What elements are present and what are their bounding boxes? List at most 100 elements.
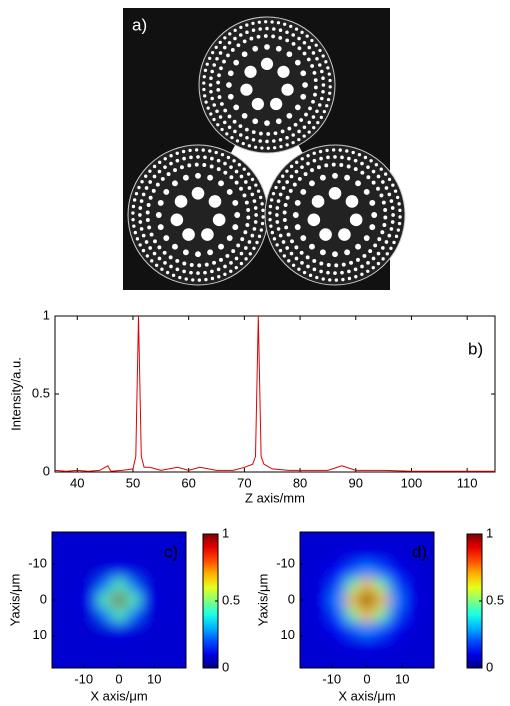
- hole: [211, 51, 214, 54]
- hole: [383, 216, 387, 220]
- hole: [286, 196, 290, 200]
- hole: [291, 33, 295, 37]
- hole: [231, 249, 235, 253]
- hole: [245, 128, 249, 132]
- hole: [306, 154, 309, 157]
- panel-label: b): [468, 339, 483, 358]
- heatmap-cell: [346, 621, 360, 635]
- hole: [201, 228, 214, 241]
- hole: [276, 118, 282, 124]
- hole: [161, 177, 165, 181]
- hole: [325, 149, 328, 152]
- hole: [215, 109, 219, 113]
- hole: [220, 102, 224, 106]
- heatmap-cell: [126, 593, 140, 607]
- hole: [222, 60, 226, 64]
- hole: [210, 165, 214, 169]
- hole: [314, 78, 318, 82]
- heatmap-cell: [318, 607, 332, 621]
- heatmap-cell: [332, 593, 346, 607]
- hole: [211, 277, 214, 280]
- heatmap-cell: [112, 636, 126, 650]
- hole: [362, 254, 366, 258]
- hole: [312, 259, 316, 263]
- hole: [308, 214, 321, 227]
- hole: [291, 133, 295, 137]
- hole: [339, 163, 343, 167]
- heatmap-clip: [32, 512, 206, 688]
- hole: [260, 228, 263, 231]
- heatmap-cell: [98, 579, 112, 593]
- hole: [150, 259, 153, 262]
- hole: [328, 79, 331, 82]
- hole: [147, 203, 151, 207]
- hole: [293, 212, 299, 218]
- hole: [327, 98, 330, 101]
- hole: [279, 193, 283, 197]
- hole: [373, 243, 377, 247]
- heatmap-cell: [168, 607, 182, 621]
- hole: [382, 223, 386, 227]
- heatmap-cell: [84, 579, 98, 593]
- hole: [310, 64, 314, 68]
- hole: [160, 268, 163, 271]
- heatmap-cell: [70, 564, 84, 578]
- hole: [290, 252, 294, 256]
- heatmap-cell: [56, 607, 70, 621]
- hole: [341, 278, 344, 281]
- heatmap-cell: [154, 564, 168, 578]
- hole: [243, 230, 247, 234]
- hole: [223, 265, 227, 269]
- hole: [233, 130, 237, 134]
- hole: [195, 148, 198, 151]
- hole: [315, 109, 319, 113]
- hole: [209, 195, 222, 208]
- hole: [339, 148, 342, 151]
- hole: [300, 189, 306, 195]
- heatmap-cell: [140, 564, 154, 578]
- hole: [358, 153, 361, 156]
- hole: [212, 103, 216, 107]
- hole: [277, 199, 281, 203]
- hole: [260, 146, 263, 149]
- hole: [234, 29, 237, 32]
- heatmap-cell: [416, 593, 430, 607]
- hole: [203, 75, 206, 78]
- heatmap-cell: [318, 579, 332, 593]
- hole: [276, 206, 280, 210]
- hole: [261, 215, 264, 218]
- hole: [310, 168, 314, 172]
- hole: [272, 192, 275, 195]
- heatmap-cell: [84, 564, 98, 578]
- hole: [318, 49, 321, 52]
- hole: [295, 224, 301, 230]
- hole: [315, 57, 319, 61]
- hole: [146, 211, 150, 215]
- hole: [344, 249, 350, 255]
- hole: [257, 35, 261, 39]
- hole: [207, 249, 213, 255]
- hole: [398, 215, 401, 218]
- hole: [383, 208, 387, 212]
- heatmap-cell: [332, 579, 346, 593]
- hole: [269, 225, 272, 228]
- heatmap-cell: [360, 607, 374, 621]
- heatmap-cell: [318, 550, 332, 564]
- heatmap-cell: [402, 593, 416, 607]
- heatmap-cell: [402, 621, 416, 635]
- heatmap-cell: [84, 621, 98, 635]
- colorbar-tick-label: 1: [222, 525, 229, 540]
- heatmap-cell: [140, 550, 154, 564]
- heatmap-cell: [332, 536, 346, 550]
- heatmap-cell: [374, 621, 388, 635]
- heatmap-cell: [304, 579, 318, 593]
- hole: [277, 66, 289, 78]
- hole: [320, 97, 324, 101]
- heatmap-cell: [84, 636, 98, 650]
- hole: [155, 264, 158, 267]
- heatmap-cell: [402, 650, 416, 664]
- hole: [398, 209, 401, 212]
- hole: [163, 261, 167, 265]
- hole: [182, 228, 195, 241]
- hole: [303, 52, 307, 56]
